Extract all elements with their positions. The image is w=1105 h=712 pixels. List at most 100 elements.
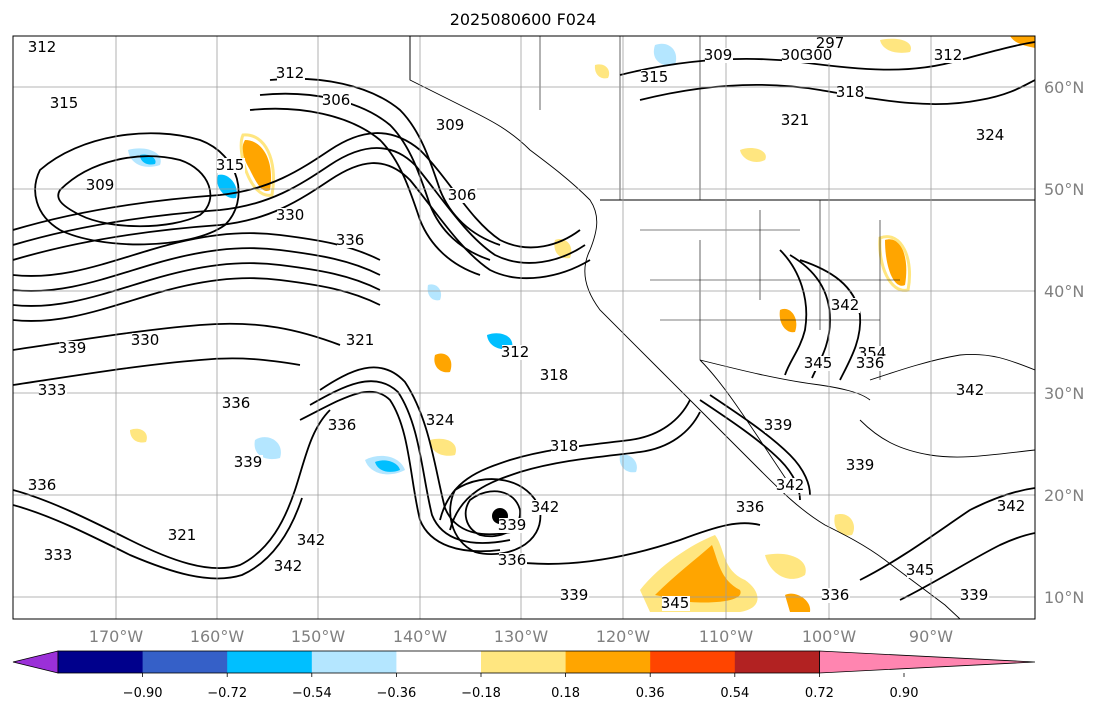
- contour-label-text: 342: [831, 296, 860, 314]
- contour-label: 309: [86, 176, 115, 194]
- gulf-coast-south: [859, 419, 1035, 458]
- contour-label: 342: [831, 296, 860, 314]
- contour-label-text: 333: [44, 546, 73, 564]
- contour-label: 342: [531, 498, 560, 516]
- contour-label-text: 312: [501, 343, 530, 361]
- contour-label-text: 336: [736, 498, 765, 516]
- shade-lightblue-south: [619, 454, 637, 473]
- contour-label-text: 336: [328, 416, 357, 434]
- contour-label-bg: [235, 455, 263, 470]
- contour-label: 324: [976, 126, 1005, 144]
- contour-label-bg: [39, 383, 67, 398]
- lat-tick-label: 40°N: [1044, 282, 1084, 301]
- shade-orange-south-2: [785, 593, 811, 612]
- contour-315-south: [449, 411, 701, 531]
- contour-336-upper: [13, 132, 581, 249]
- colorbar-tick-label: 0.54: [720, 686, 749, 701]
- contour-339-center: [449, 478, 542, 555]
- contour-label-bg: [59, 341, 87, 356]
- gulf-coast: [869, 353, 1035, 381]
- contour-label: 336: [328, 416, 357, 434]
- colorbar-tick-label: −0.18: [461, 686, 501, 701]
- contour-label-text: 318: [836, 83, 865, 101]
- contour-label-bg: [337, 233, 365, 248]
- contour-label-bg: [765, 418, 793, 433]
- contour-333-upper: [13, 147, 586, 264]
- contour-label-text: 339: [234, 453, 263, 471]
- contour-345-se: [859, 487, 1035, 581]
- colorbar-tick-label: −0.54: [292, 686, 332, 701]
- contour-label: 339: [764, 416, 793, 434]
- shade-lightblue-ne: [653, 43, 677, 66]
- contour-label: 342: [297, 531, 326, 549]
- contour-348-east: [799, 259, 862, 381]
- contour-label-text: 300: [781, 46, 810, 64]
- colorbar-segment: [650, 651, 736, 673]
- state-borders: [640, 200, 900, 380]
- contour-label: 339: [58, 339, 87, 357]
- pacific-coastline: [409, 36, 961, 619]
- contour-label-text: 342: [274, 557, 303, 575]
- contour-label-text: 339: [846, 456, 875, 474]
- contour-label-text: 339: [498, 516, 527, 534]
- shade-yellow-coast: [554, 239, 572, 259]
- shade-yellow-ne: [880, 38, 911, 53]
- colorbar-segment: [396, 651, 482, 673]
- contour-label-bg: [298, 533, 326, 548]
- contour-jet-3: [13, 262, 381, 307]
- contour-label-bg: [805, 356, 833, 371]
- contour-label: 306: [448, 186, 477, 204]
- contour-label-bg: [907, 563, 935, 578]
- contour-label-text: 324: [976, 126, 1005, 144]
- contour-label-bg: [737, 500, 765, 515]
- colorbar-segment: [311, 651, 397, 673]
- contour-label-text: 336: [498, 551, 527, 569]
- contour-label-bg: [641, 70, 669, 85]
- contour-label-bg: [541, 368, 569, 383]
- canada-borders: [409, 36, 701, 200]
- lon-tick-label: 140°W: [393, 627, 448, 646]
- latitude-tick-labels: 60°N 50°N 40°N 30°N 20°N 10°N: [1044, 78, 1084, 607]
- contour-label-bg: [805, 48, 833, 63]
- contour-label: 342: [956, 381, 985, 399]
- colorbar-tick-labels: −0.90 −0.72 −0.54 −0.36 −0.18 0.18 0.36 0.54 0.7…: [123, 673, 918, 701]
- contour-trough-2: [309, 380, 511, 544]
- contour-label: 339: [234, 453, 263, 471]
- contour-label-bg: [935, 48, 963, 63]
- contour-label: 312: [501, 343, 530, 361]
- shade-yellow-mid: [430, 438, 456, 456]
- contour-label-bg: [832, 298, 860, 313]
- contour-label: 330: [276, 206, 305, 224]
- lat-tick-label: 10°N: [1044, 588, 1084, 607]
- contour-mexico-2: [709, 394, 811, 496]
- contour-label-text: 342: [956, 381, 985, 399]
- contour-label: 312: [28, 38, 57, 56]
- contour-label-text: 315: [640, 68, 669, 86]
- contour-330-upper: [13, 162, 591, 280]
- contour-label-text: 309: [704, 46, 733, 64]
- longitude-tick-labels: 170°W 160°W 150°W 140°W 130°W 120°W 110°W 100°W…: [89, 627, 953, 646]
- contour-label-text: 339: [960, 586, 989, 604]
- contour-label-text: 324: [426, 411, 455, 429]
- lon-tick-label: 100°W: [802, 627, 857, 646]
- contour-label-text: 342: [997, 497, 1026, 515]
- contour-label-text: 336: [856, 354, 885, 372]
- contour-label-bg: [777, 478, 805, 493]
- lon-tick-label: 90°W: [909, 627, 953, 646]
- baja-peninsula: [699, 359, 791, 486]
- colorbar-tick-label: −0.72: [207, 686, 247, 701]
- contour-label-bg: [449, 188, 477, 203]
- shade-orange-east: [885, 239, 907, 286]
- contour-label-bg: [961, 588, 989, 603]
- contour-label-bg: [169, 528, 197, 543]
- contour-label: 324: [426, 411, 455, 429]
- colorbar-left-arrow: [12, 650, 59, 674]
- contour-label: 342: [274, 557, 303, 575]
- contour-jet-2: [13, 247, 381, 292]
- contour-trough-3: [319, 366, 521, 536]
- shade-orange-east-2: [779, 308, 797, 333]
- contour-label-bg: [437, 118, 465, 133]
- contour-label: 306: [322, 91, 351, 109]
- contour-label-text: 318: [550, 437, 579, 455]
